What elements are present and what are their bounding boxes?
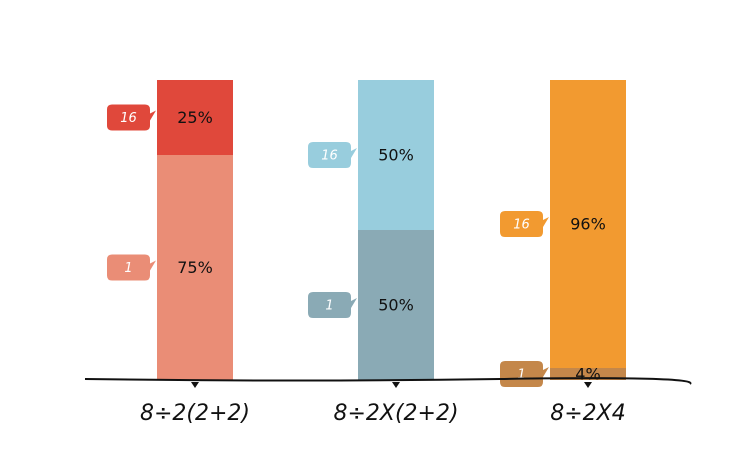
callout: [308, 292, 357, 318]
callout-label: 16: [120, 111, 137, 126]
callout: [500, 361, 549, 387]
callout: [107, 254, 156, 281]
bar-segment: [358, 230, 434, 380]
value-label: 50%: [378, 146, 414, 165]
callout-label: 1: [517, 368, 525, 383]
callout: [107, 104, 156, 131]
callout-label: 1: [325, 299, 333, 314]
category-label: 8÷2X(2+2): [333, 401, 458, 426]
tick: [392, 382, 400, 388]
tick: [584, 382, 592, 388]
callout-label: 16: [513, 218, 530, 233]
tick: [191, 382, 199, 388]
callout: [500, 211, 549, 237]
bar-segment: [358, 80, 434, 230]
bar-segment: [157, 80, 233, 155]
bar-segment: [550, 80, 626, 368]
category-label: 8÷2(2+2): [140, 401, 250, 426]
bar-segment: [157, 155, 233, 380]
baseline: [84, 377, 692, 385]
value-label: 25%: [177, 108, 213, 127]
callout-label: 1: [124, 261, 132, 276]
category-label: 8÷2X4: [550, 401, 626, 426]
bar-segment: [550, 368, 626, 380]
value-label: 96%: [570, 215, 606, 234]
value-label: 75%: [177, 258, 213, 277]
value-label: 50%: [378, 296, 414, 315]
callout-label: 16: [321, 149, 338, 164]
callout: [308, 142, 357, 168]
